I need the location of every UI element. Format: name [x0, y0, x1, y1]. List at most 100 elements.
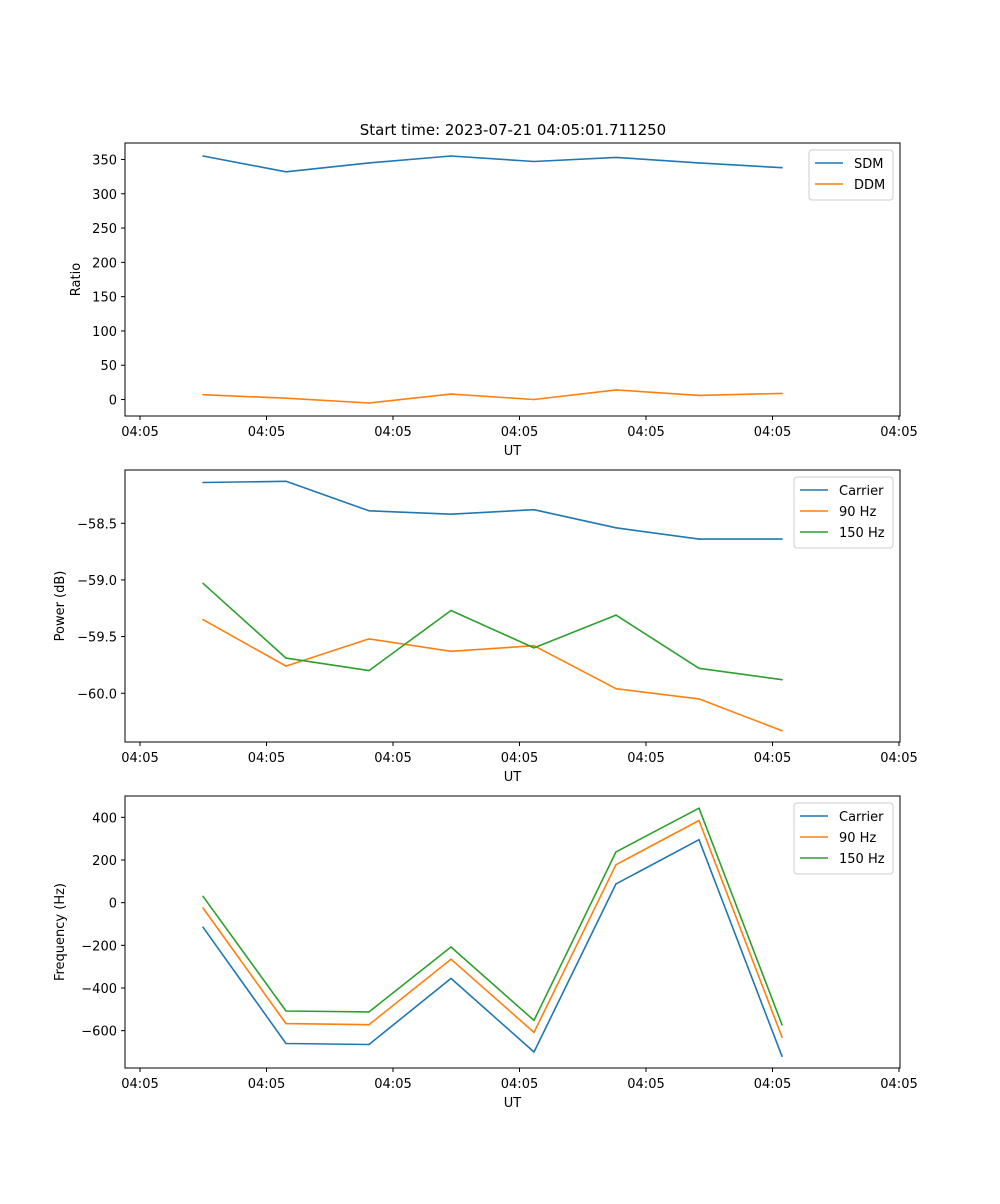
x-tick-label: 04:05	[248, 751, 285, 766]
y-tick-label: 0	[109, 394, 117, 409]
data-point	[698, 819, 700, 822]
data-point	[533, 160, 535, 163]
y-tick-label: −200	[81, 939, 117, 954]
series-line-carrier	[202, 838, 783, 1057]
data-point	[781, 392, 783, 395]
legend-label: 150 Hz	[839, 852, 885, 867]
y-tick-label: −400	[81, 982, 117, 997]
data-point	[615, 527, 617, 529]
series-line-150-hz	[202, 807, 783, 1025]
x-axis-label: UT	[504, 444, 522, 459]
data-point	[202, 155, 204, 157]
data-point	[781, 1055, 783, 1058]
data-point	[533, 508, 535, 511]
y-tick-label: 150	[92, 291, 117, 306]
y-tick-label: 200	[92, 854, 117, 869]
x-tick-label: 04:05	[248, 1077, 285, 1092]
data-point	[285, 1010, 287, 1012]
data-point	[533, 1051, 535, 1053]
x-tick-label: 04:05	[880, 751, 917, 766]
data-point	[285, 480, 287, 483]
y-tick-label: 350	[92, 153, 117, 168]
data-point	[202, 926, 204, 928]
x-tick-label: 04:05	[501, 751, 538, 766]
y-tick-label: −60.0	[77, 687, 117, 702]
legend-box	[793, 476, 894, 549]
data-point	[533, 644, 535, 647]
y-tick-label: −600	[81, 1025, 117, 1040]
y-tick-label: −59.5	[77, 631, 117, 646]
data-point	[533, 647, 535, 649]
data-point	[615, 851, 617, 853]
x-axis-label: UT	[504, 770, 522, 785]
data-point	[450, 958, 452, 960]
data-point	[368, 510, 370, 512]
data-point	[533, 1019, 535, 1022]
y-tick-label: 0	[109, 897, 117, 912]
x-axis-label: UT	[504, 1096, 522, 1111]
panel-3: 04:05 04:05 04:05 04:05 04:05 04:05 04:05 400 20…	[53, 795, 918, 1111]
legend-label: Carrier	[839, 484, 884, 499]
data-point	[533, 1031, 535, 1034]
data-point	[698, 807, 700, 809]
data-point	[285, 665, 287, 667]
x-tick-label: 04:05	[627, 751, 664, 766]
x-tick-label: 04:05	[374, 751, 411, 766]
x-tick-label: 04:05	[374, 425, 411, 440]
legend-box	[793, 802, 894, 875]
legend: Carrier 90 Hz 150 Hz	[793, 802, 894, 875]
data-point	[615, 156, 617, 159]
series-line-ddm	[202, 389, 783, 404]
data-point	[615, 614, 617, 616]
data-point	[615, 863, 617, 866]
x-tick-label: 04:05	[627, 425, 664, 440]
y-tick-label: −58.5	[77, 517, 117, 532]
data-point	[285, 397, 287, 400]
series-line-90-hz	[202, 618, 783, 732]
x-tick-label: 04:05	[754, 425, 791, 440]
x-tick-label: 04:05	[627, 1077, 664, 1092]
legend: SDM DDM	[808, 149, 894, 201]
x-tick-label: 04:05	[121, 1077, 158, 1092]
data-point	[368, 402, 370, 404]
data-point	[368, 638, 370, 640]
data-point	[285, 1022, 287, 1025]
y-axis-label: Power (dB)	[53, 571, 68, 642]
data-point	[698, 162, 700, 164]
data-point	[698, 698, 700, 700]
data-point	[450, 609, 452, 612]
data-point	[781, 678, 783, 681]
y-tick-label: −59.0	[77, 574, 117, 589]
data-point	[450, 650, 452, 653]
data-point	[368, 1023, 370, 1026]
data-point	[615, 687, 617, 690]
data-point	[202, 618, 204, 621]
legend-label: 90 Hz	[839, 831, 876, 846]
series-line-90-hz	[202, 819, 783, 1038]
legend-label: 90 Hz	[839, 505, 876, 520]
legend-label: 150 Hz	[839, 526, 885, 541]
data-point	[781, 538, 783, 540]
y-tick-label: 50	[100, 359, 117, 374]
x-tick-label: 04:05	[880, 425, 917, 440]
legend-label: SDM	[854, 157, 883, 172]
series-line-150-hz	[202, 582, 783, 681]
series-line-sdm	[202, 155, 783, 173]
x-tick-label: 04:05	[754, 751, 791, 766]
x-tick-label: 04:05	[248, 425, 285, 440]
data-point	[698, 394, 700, 397]
data-point	[781, 1036, 783, 1038]
legend-label: DDM	[854, 178, 885, 193]
data-point	[615, 389, 617, 391]
y-tick-label: 200	[92, 256, 117, 271]
data-point	[368, 1043, 370, 1046]
data-point	[450, 155, 452, 157]
y-tick-label: 250	[92, 222, 117, 237]
data-point	[781, 1023, 783, 1026]
data-point	[285, 657, 287, 659]
y-tick-label: 300	[92, 188, 117, 203]
y-axis-label: Ratio	[69, 263, 84, 296]
data-point	[202, 895, 204, 898]
data-point	[781, 166, 783, 169]
